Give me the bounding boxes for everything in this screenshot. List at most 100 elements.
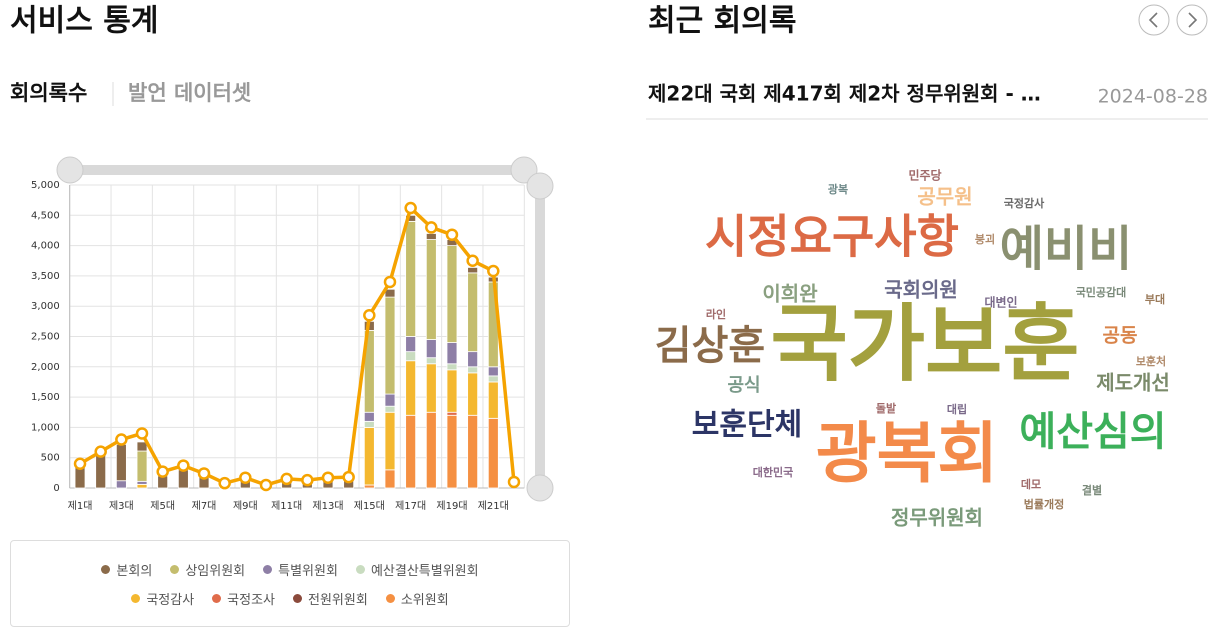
prev-button[interactable]	[1138, 4, 1170, 36]
bar-segment	[446, 414, 458, 489]
cloud-word[interactable]: 부대	[1145, 292, 1165, 306]
total-point	[177, 459, 190, 472]
legend-label: 전원위원회	[308, 592, 368, 608]
bar-segment	[136, 480, 148, 485]
x-tick-label: 제1대	[68, 500, 93, 512]
total-point	[321, 471, 335, 484]
cloud-word[interactable]: 국정감사	[1004, 196, 1045, 210]
tab[interactable]: 발언 데이터셋	[128, 81, 251, 105]
legend-item[interactable]: 전원위원회	[293, 589, 368, 608]
next-button[interactable]	[1176, 4, 1208, 36]
legend-label: 소위원회	[400, 592, 449, 608]
total-point	[94, 445, 107, 458]
y-tick-label: 3,500	[31, 271, 60, 282]
legend-item[interactable]: 상임위원회	[170, 560, 245, 579]
cloud-word[interactable]: 국회의원	[884, 278, 958, 302]
bar-segment	[405, 220, 417, 337]
bar-segment	[487, 375, 499, 383]
y-slider[interactable]	[526, 172, 554, 502]
legend-item[interactable]: 특별위원회	[263, 560, 338, 579]
legend-swatch	[212, 593, 222, 603]
cloud-word[interactable]: 국가보훈	[770, 295, 1079, 393]
cloud-word[interactable]: 라인	[706, 307, 726, 321]
bar-segment	[384, 393, 396, 407]
legend-label: 국정감사	[146, 592, 195, 608]
cloud-word[interactable]: 예산심의	[1019, 409, 1166, 455]
x-tick-label: 제17대	[395, 500, 426, 512]
legend-item[interactable]: 소위원회	[385, 589, 449, 608]
tab[interactable]: 회의록수	[10, 81, 87, 105]
cloud-word[interactable]: 이희완	[762, 282, 818, 306]
x-tick-label: 제9대	[233, 500, 258, 512]
bar-segment	[363, 484, 375, 489]
bar-segment	[446, 363, 458, 371]
bar-segment	[405, 336, 417, 353]
x-tick-label: 제13대	[312, 500, 343, 512]
bar-segment	[363, 411, 375, 422]
bar-segment	[487, 366, 499, 377]
cloud-word[interactable]: 돌발	[876, 401, 896, 415]
cloud-word[interactable]: 시정요구사항	[705, 210, 959, 264]
cloud-word[interactable]: 공무원	[917, 185, 972, 209]
bar-segment	[363, 420, 375, 428]
bar-segment	[384, 296, 396, 395]
x-slider[interactable]	[56, 156, 538, 184]
x-tick-label: 제11대	[271, 500, 302, 512]
legend-item[interactable]: 국정감사	[131, 589, 194, 608]
x-tick-label: 제21대	[478, 500, 509, 512]
cloud-word[interactable]: 법률개정	[1024, 497, 1064, 511]
cloud-word[interactable]: 정무위원회	[891, 506, 983, 530]
cloud-word[interactable]: 예비비	[1000, 221, 1132, 277]
cloud-word[interactable]: 보훈단체	[692, 408, 802, 443]
cloud-word[interactable]: 민주당	[908, 168, 941, 183]
cloud-word[interactable]: 대한민국	[753, 465, 793, 479]
bar-segment	[136, 441, 148, 452]
cloud-word[interactable]: 대립	[947, 402, 967, 416]
bar-segment	[363, 426, 375, 486]
cloud-word[interactable]: 김상훈	[655, 323, 765, 369]
cloud-word[interactable]: 광복	[828, 182, 848, 196]
cloud-word[interactable]: 붕괴	[975, 232, 995, 246]
total-point	[445, 228, 459, 241]
cloud-word[interactable]: 광복회	[816, 415, 998, 492]
legend-swatch	[385, 593, 395, 603]
legend-label: 특별위원회	[278, 563, 338, 579]
bar-segment	[467, 372, 479, 416]
bar-segment	[115, 480, 127, 489]
cloud-word[interactable]: 공동	[1103, 325, 1138, 347]
bar-segment	[177, 469, 189, 489]
bar-segment	[405, 214, 417, 222]
legend-swatch	[170, 564, 180, 574]
total-point	[363, 309, 376, 322]
total-point	[239, 471, 252, 484]
cloud-word[interactable]: 제도개선	[1096, 371, 1170, 395]
cloud-word[interactable]: 대변인	[984, 295, 1017, 310]
bar-segment	[487, 417, 499, 489]
y-tick-label: 2,500	[31, 332, 60, 343]
minutes-date: 2024-08-28	[1098, 86, 1208, 108]
bar-segment	[384, 405, 396, 413]
bar-segment	[425, 363, 437, 413]
legend-item[interactable]: 예산결산특별위원회	[355, 560, 479, 579]
legend-swatch	[131, 593, 141, 603]
legend-item[interactable]: 본회의	[101, 560, 152, 579]
cloud-word[interactable]: 데모	[1021, 477, 1041, 491]
total-point	[156, 465, 169, 478]
bar-segment	[384, 469, 396, 489]
cloud-word[interactable]: 국민공감대	[1076, 285, 1127, 299]
legend-item[interactable]: 국정조사	[212, 589, 275, 608]
cloud-word[interactable]: 결별	[1082, 484, 1102, 497]
x-tick-label: 제7대	[192, 500, 217, 512]
bar-segment	[467, 351, 479, 368]
total-point	[115, 433, 128, 446]
section-title: 최근 회의록	[648, 4, 796, 39]
section-title: 서비스 통계	[10, 4, 158, 39]
minutes-title[interactable]: 제22대 국회 제417회 제2차 정무위원회 - …	[648, 82, 1041, 106]
x-tick-label: 제19대	[436, 500, 467, 512]
total-point	[342, 470, 355, 484]
cloud-word[interactable]: 보훈처	[1136, 354, 1166, 368]
cloud-word[interactable]: 공식	[727, 375, 760, 396]
bar-segment	[446, 411, 458, 416]
